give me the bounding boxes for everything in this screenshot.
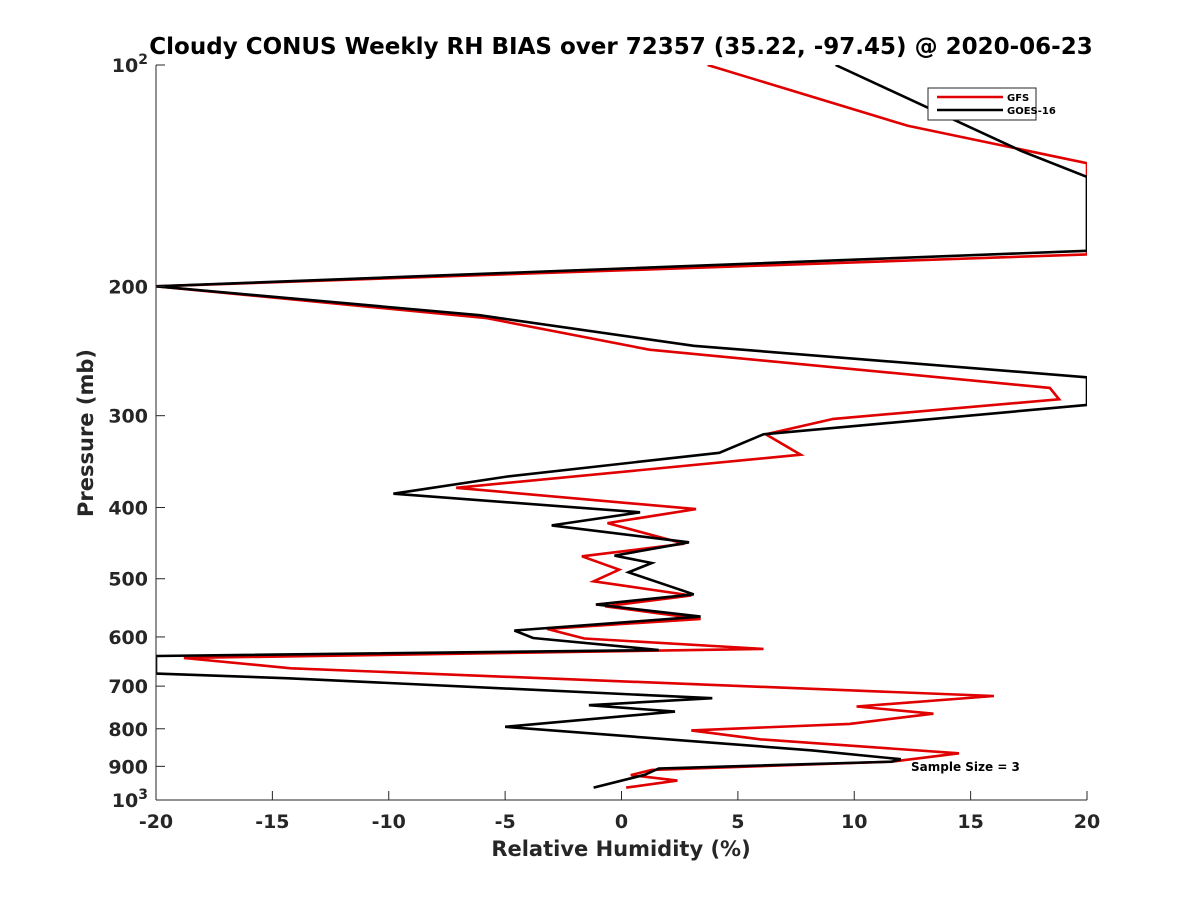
series-group: [156, 65, 1087, 789]
y-tick-label: 600: [108, 627, 148, 649]
x-tick-label: -10: [372, 811, 406, 833]
x-tick-label: -15: [255, 811, 289, 833]
x-tick-label: 20: [1074, 811, 1100, 833]
x-tick-label: 5: [731, 811, 744, 833]
y-tick-label: 102: [112, 52, 148, 77]
y-axis-label: Pressure (mb): [74, 349, 98, 517]
sample-size-annotation: Sample Size = 3: [911, 760, 1020, 774]
axes: [155, 65, 1087, 801]
y-tick-label: 400: [108, 498, 148, 520]
y-tick-label: 200: [108, 276, 148, 298]
chart-title: Cloudy CONUS Weekly RH BIAS over 72357 (…: [149, 34, 1092, 60]
y-tick-label: 300: [108, 406, 148, 428]
x-tick-label: 0: [615, 811, 628, 833]
y-tick-label: 900: [108, 756, 148, 778]
y-tick-label: 500: [108, 569, 148, 591]
x-ticks: -20 -15 -10 -5 0 5 10 15 20: [139, 791, 1100, 833]
x-tick-label: 10: [841, 811, 867, 833]
y-tick-label: 700: [108, 676, 148, 698]
x-tick-label: -5: [495, 811, 516, 833]
y-tick-label: 800: [108, 719, 148, 741]
x-tick-label: -20: [139, 811, 173, 833]
legend: GFS GOES-16: [927, 87, 1056, 121]
series-line-goes-16: [156, 65, 1087, 789]
x-tick-label: 15: [957, 811, 983, 833]
legend-label-goes16: GOES-16: [1007, 106, 1056, 117]
y-ticks: 102 200 300 400 500 600 700 800 900 103: [108, 52, 165, 812]
legend-box: [927, 87, 1037, 121]
y-tick-label: 103: [112, 787, 148, 812]
x-axis-label: Relative Humidity (%): [491, 837, 750, 861]
legend-label-gfs: GFS: [1007, 93, 1029, 104]
